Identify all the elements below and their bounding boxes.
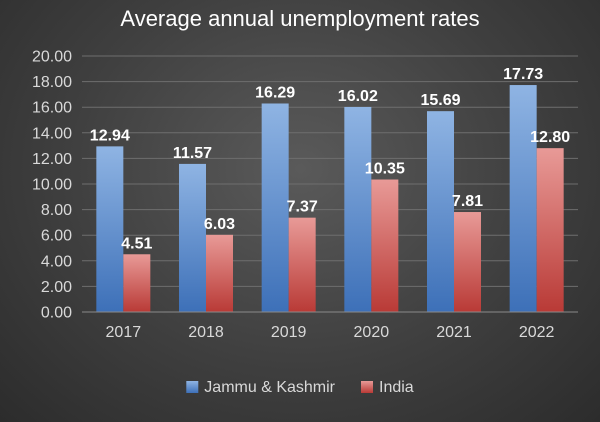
data-labels: 12.94 4.51 11.57 6.03 16.29 7.37 16.02 10.35 15.… <box>90 66 570 252</box>
data-label-jammu-kashmir-2022: 17.73 <box>503 66 543 83</box>
axes: 0.00 2.00 4.00 6.00 8.00 10.00 12.00 14.00 16.00… <box>32 49 578 341</box>
y-tick-label: 18.00 <box>32 74 72 91</box>
grid <box>82 55 578 287</box>
y-tick-label: 6.00 <box>41 228 72 245</box>
data-label-india-2021: 7.81 <box>452 193 483 210</box>
legend: Jammu & Kashmir India <box>186 379 414 396</box>
x-tick-label: 2018 <box>188 324 224 341</box>
bars <box>96 85 564 312</box>
data-label-india-2020: 10.35 <box>365 161 405 178</box>
x-tick-label: 2017 <box>106 324 142 341</box>
legend-label-jammu-kashmir: Jammu & Kashmir <box>204 379 335 396</box>
y-tick-label: 0.00 <box>41 305 72 322</box>
y-tick-label: 14.00 <box>32 125 72 142</box>
data-label-jammu-kashmir-2017: 12.94 <box>90 127 130 144</box>
bar-india-2019 <box>288 217 316 312</box>
bar-india-2022 <box>536 148 564 312</box>
x-tick-label: 2022 <box>519 324 555 341</box>
y-tick-label: 8.00 <box>41 202 72 219</box>
x-tick-label: 2019 <box>271 324 307 341</box>
data-label-india-2018: 6.03 <box>204 216 235 233</box>
bar-jammu-kashmir-2018 <box>179 163 206 312</box>
y-tick-label: 16.00 <box>32 100 72 117</box>
bar-jammu-kashmir-2021 <box>427 111 454 312</box>
bar-india-2020 <box>371 179 399 312</box>
bar-jammu-kashmir-2019 <box>261 103 289 312</box>
data-label-india-2019: 7.37 <box>287 199 318 216</box>
chart-title: Average annual unemployment rates <box>120 6 479 31</box>
x-tick-label: 2021 <box>436 324 472 341</box>
x-tick-label: 2020 <box>354 324 390 341</box>
bar-india-2017 <box>123 254 151 312</box>
y-tick-label: 10.00 <box>32 177 72 194</box>
bar-jammu-kashmir-2020 <box>344 106 372 312</box>
data-label-india-2022: 12.80 <box>530 129 570 146</box>
bar-jammu-kashmir-2022 <box>509 85 537 312</box>
legend-label-india: India <box>379 379 414 396</box>
data-label-jammu-kashmir-2019: 16.29 <box>255 84 295 101</box>
legend-swatch-india <box>361 381 373 393</box>
y-tick-label: 20.00 <box>32 49 72 66</box>
legend-swatch-jammu-kashmir <box>186 381 199 393</box>
y-tick-label: 2.00 <box>41 279 72 296</box>
bar-india-2021 <box>454 212 481 312</box>
data-label-jammu-kashmir-2020: 16.02 <box>338 88 378 105</box>
data-label-india-2017: 4.51 <box>121 235 152 252</box>
data-label-jammu-kashmir-2021: 15.69 <box>420 92 460 109</box>
y-tick-label: 4.00 <box>41 253 72 270</box>
bar-india-2018 <box>206 234 233 312</box>
data-label-jammu-kashmir-2018: 11.57 <box>173 145 212 162</box>
y-tick-label: 12.00 <box>32 151 72 168</box>
bar-jammu-kashmir-2017 <box>96 146 124 312</box>
